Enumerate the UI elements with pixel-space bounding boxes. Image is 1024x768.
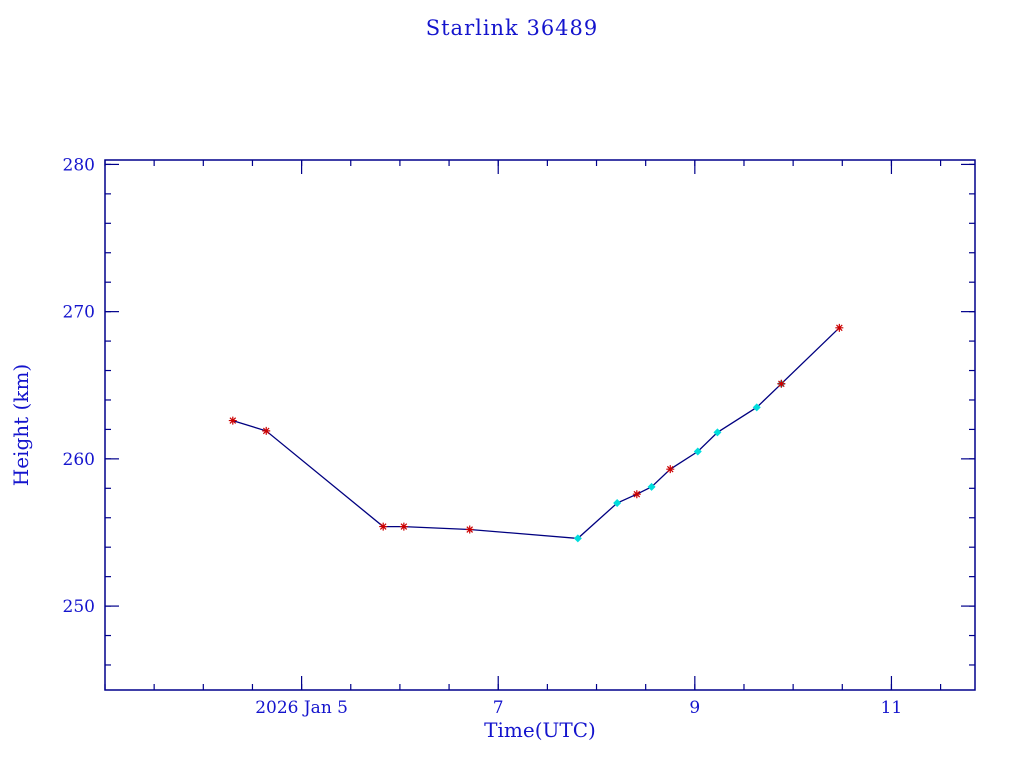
y-tick-label: 270 — [63, 303, 95, 323]
cyan-marker — [693, 447, 702, 456]
cyan-marker — [647, 482, 656, 491]
cyan-marker — [573, 534, 582, 543]
red-asterisk-marker — [379, 522, 388, 531]
x-tick-label: 7 — [493, 698, 504, 718]
chart-title: Starlink 36489 — [425, 16, 599, 40]
x-axis-label: Time(UTC) — [484, 718, 596, 742]
cyan-marker — [713, 428, 722, 437]
red-asterisk-marker — [262, 426, 271, 435]
axis-ticks — [104, 160, 975, 690]
cyan-marker — [752, 403, 761, 412]
cyan-marker — [613, 499, 622, 508]
red-asterisk-marker — [632, 490, 641, 499]
height-series-line — [232, 327, 840, 540]
tick-labels: 2026 Jan 5 7 9 11 250 260 270 280 — [63, 155, 903, 718]
y-tick-label: 260 — [63, 450, 95, 470]
x-tick-label: 11 — [881, 698, 903, 718]
red-asterisk-marker — [835, 323, 844, 332]
data-point-markers — [228, 323, 844, 543]
y-tick-label: 250 — [63, 597, 95, 617]
x-tick-label: 2026 Jan 5 — [255, 698, 348, 718]
red-asterisk-marker — [465, 525, 474, 534]
red-asterisk-marker — [399, 522, 408, 531]
x-tick-label: 9 — [689, 698, 700, 718]
red-asterisk-marker — [666, 465, 675, 474]
red-asterisk-marker — [228, 416, 237, 425]
plot-frame — [104, 159, 976, 691]
red-asterisk-marker — [777, 379, 786, 388]
y-tick-label: 280 — [63, 155, 95, 175]
